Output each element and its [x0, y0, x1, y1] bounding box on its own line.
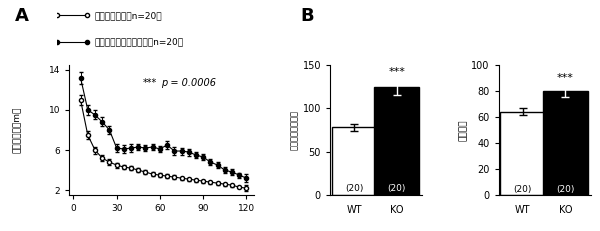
Text: (20): (20)	[388, 184, 406, 193]
Text: アービット欠損マウス（n=20）: アービット欠損マウス（n=20）	[95, 37, 184, 46]
Bar	[543, 91, 587, 195]
Text: (20): (20)	[514, 185, 532, 194]
Text: 接触回数: 接触回数	[459, 119, 468, 141]
Text: ***: ***	[557, 73, 574, 83]
Bar	[500, 112, 545, 195]
Text: p = 0.0006: p = 0.0006	[161, 78, 217, 88]
Text: 野生型マウス（n=20）: 野生型マウス（n=20）	[95, 11, 163, 20]
Bar	[374, 87, 419, 195]
Text: (20): (20)	[556, 185, 575, 194]
Text: A: A	[15, 7, 29, 25]
Bar	[332, 127, 376, 195]
Text: 総接触時間（秒）: 総接触時間（秒）	[290, 110, 299, 150]
Text: B: B	[300, 7, 314, 25]
Text: ***: ***	[388, 67, 405, 77]
Text: (20): (20)	[345, 184, 363, 193]
Text: 総移動距離（m）: 総移動距離（m）	[13, 107, 22, 153]
Text: ***: ***	[143, 78, 157, 88]
